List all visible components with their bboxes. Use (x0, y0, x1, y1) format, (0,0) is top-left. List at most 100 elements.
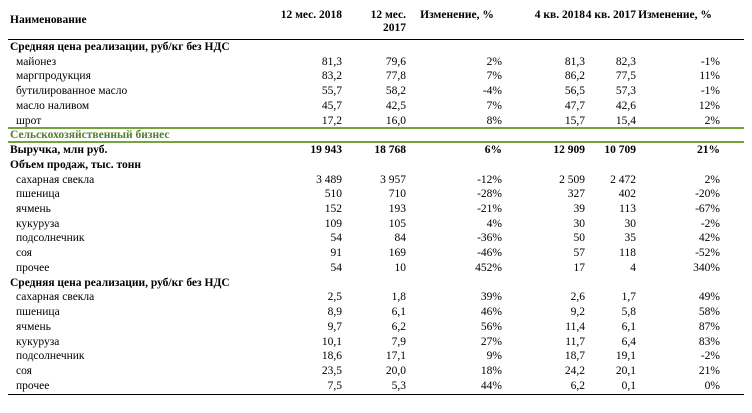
cell: 18% (480, 365, 502, 378)
section-title: Средняя цена реализации, руб/кг без НДС (10, 276, 230, 289)
cell: 57 (573, 247, 586, 260)
cell: 50 (573, 232, 586, 245)
cell: -21% (477, 203, 502, 216)
cell: 11,7 (565, 335, 585, 348)
cell: -1% (700, 85, 720, 98)
cell: 19,1 (615, 350, 636, 363)
cell: 5,3 (391, 379, 406, 392)
cell: 82,3 (615, 55, 636, 68)
cell: 39 (573, 203, 586, 216)
header-cell: 4 кв. 2018 (534, 9, 585, 21)
cell: 77,5 (615, 70, 636, 83)
cell: 4 (630, 261, 636, 274)
cell: -2% (700, 350, 720, 363)
cell: 17,1 (385, 350, 406, 363)
cell: 2% (704, 173, 720, 186)
cell: 30 (624, 217, 637, 230)
cell: 21% (697, 144, 720, 157)
cell: 4% (486, 217, 502, 230)
cell: 340% (693, 261, 720, 274)
cell: 6,1 (621, 320, 636, 333)
row-label: подсолнечник (16, 232, 85, 245)
cell: 18,7 (564, 350, 585, 363)
cell: 10 709 (604, 144, 636, 157)
cell: 56,5 (564, 85, 585, 98)
cell: 47,7 (564, 99, 585, 112)
bottom-rule (8, 393, 744, 395)
cell: 21% (698, 365, 720, 378)
cell: -20% (695, 188, 720, 201)
cell: 6,2 (570, 379, 585, 392)
row-label: прочее (16, 261, 50, 274)
cell: 83,2 (321, 70, 342, 83)
cell: 12% (698, 99, 720, 112)
cell: 2,6 (570, 291, 585, 304)
cell: -12% (477, 173, 502, 186)
cell: 27% (480, 335, 502, 348)
cell: 8,9 (327, 306, 342, 319)
row-label: майонез (16, 55, 57, 68)
cell: 42,6 (615, 99, 636, 112)
cell: 54 (330, 261, 343, 274)
row-label: ячмень (16, 320, 51, 333)
row-label: подсолнечник (16, 350, 85, 363)
cell: 2% (704, 114, 720, 127)
cell: 39% (480, 291, 502, 304)
header-cell: Наименование (10, 14, 87, 26)
cell: 6,4 (621, 335, 636, 348)
cell: 18 768 (374, 144, 406, 157)
row-label: кукуруза (16, 217, 60, 230)
cell: 12 909 (553, 144, 585, 157)
segment-title: Сельскохозяйственный бизнес (10, 129, 170, 142)
cell: 57,3 (615, 85, 636, 98)
cell: 2 509 (559, 173, 585, 186)
cell: 0% (704, 379, 720, 392)
cell: 17 (573, 261, 586, 274)
cell: 86,2 (564, 70, 585, 83)
cell: 58% (698, 306, 720, 319)
row-label: масло наливом (16, 99, 90, 112)
cell: 7% (486, 99, 502, 112)
cell: 81,3 (321, 55, 342, 68)
cell: 10,1 (321, 335, 342, 348)
row-label: соя (16, 247, 32, 260)
cell: 1,8 (391, 291, 406, 304)
cell: -52% (695, 247, 720, 260)
cell: 17,2 (321, 114, 342, 127)
cell: 49% (698, 291, 720, 304)
cell: 327 (567, 188, 585, 201)
header-rule (8, 39, 744, 40)
cell: 105 (388, 217, 406, 230)
cell: 510 (324, 188, 342, 201)
cell: 152 (324, 203, 342, 216)
cell: 2,5 (327, 291, 342, 304)
section-title: Выручка, млн руб. (10, 144, 108, 157)
cell: 6,1 (391, 306, 406, 319)
cell: 23,5 (321, 365, 342, 378)
row-label: сахарная свекла (16, 291, 95, 304)
cell: 24,2 (564, 365, 585, 378)
cell: 452% (475, 261, 502, 274)
header-cell: Изменение, % (638, 9, 712, 21)
cell: 54 (330, 232, 343, 245)
row-label: пшеница (16, 306, 60, 319)
cell: 46% (480, 306, 502, 319)
cell: 7,9 (391, 335, 406, 348)
cell: 11% (699, 70, 720, 83)
cell: 56% (480, 320, 502, 333)
cell: 83% (698, 335, 720, 348)
cell: 7,5 (327, 379, 342, 392)
segment-band (8, 127, 744, 144)
header-cell: 12 мес. 2017 (370, 9, 406, 34)
cell: 44% (480, 379, 502, 392)
cell: 113 (619, 203, 636, 216)
cell: 16,0 (385, 114, 406, 127)
row-label: сахарная свекла (16, 173, 95, 186)
cell: 84 (394, 232, 407, 245)
cell: 30 (573, 217, 586, 230)
cell: 9,7 (327, 320, 342, 333)
row-label: прочее (16, 379, 50, 392)
row-label: ячмень (16, 203, 51, 216)
cell: 6,2 (391, 320, 406, 333)
cell: 118 (619, 247, 636, 260)
